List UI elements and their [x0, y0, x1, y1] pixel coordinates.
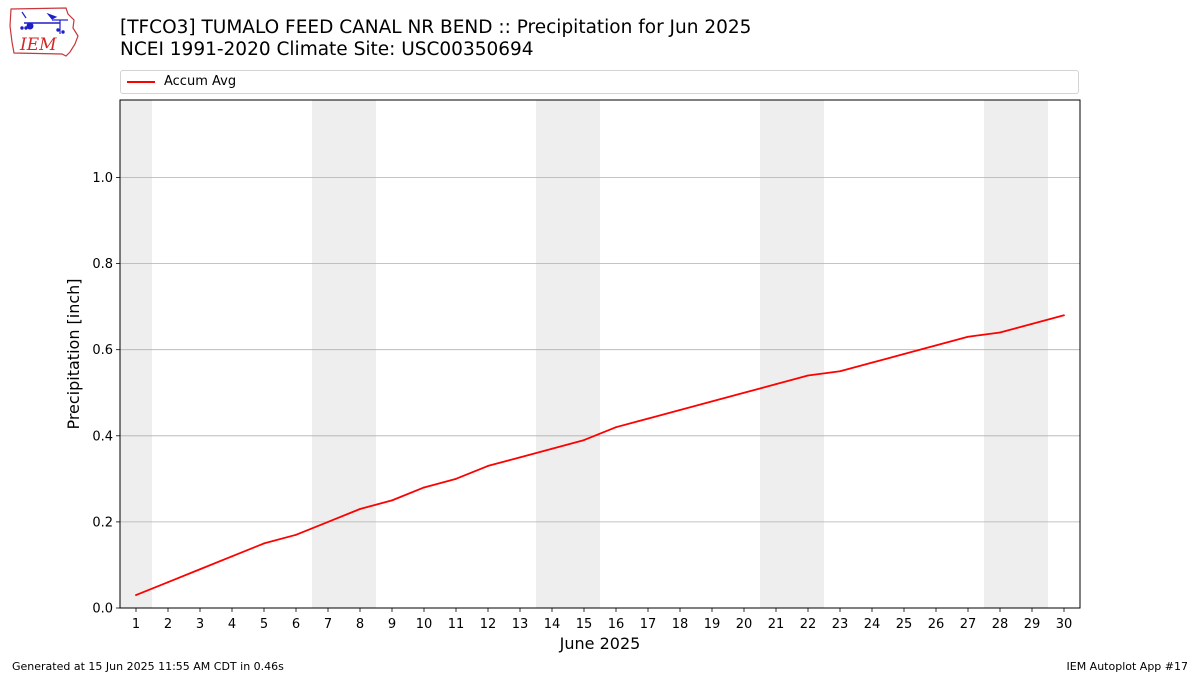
data-point [327, 520, 329, 523]
weather-symbol-icon [20, 11, 68, 34]
x-tick-label: 14 [544, 617, 561, 632]
legend-label: Accum Avg [164, 74, 237, 89]
weekend-shading [536, 100, 600, 608]
chart-subtitle: NCEI 1991-2020 Climate Site: USC00350694 [120, 39, 534, 60]
chart-title: [TFCO3] TUMALO FEED CANAL NR BEND :: Pre… [120, 17, 752, 38]
data-point [647, 417, 649, 420]
x-tick-label: 4 [228, 617, 236, 632]
x-tick-label: 2 [164, 617, 172, 632]
footer-app-id: IEM Autoplot App #17 [1066, 660, 1189, 673]
x-tick-label: 23 [832, 617, 849, 632]
data-point [199, 568, 201, 571]
legend-swatch [127, 81, 155, 83]
x-tick-label: 25 [896, 617, 913, 632]
data-point [263, 542, 265, 545]
x-tick-label: 15 [576, 617, 593, 632]
data-point [775, 383, 777, 386]
x-tick-label: 9 [388, 617, 396, 632]
x-tick-label: 7 [324, 617, 332, 632]
y-tick-label: 1.0 [92, 171, 113, 186]
chart-legend: Accum Avg [120, 70, 1079, 94]
x-tick-label: 28 [992, 617, 1009, 632]
x-tick-label: 18 [672, 617, 689, 632]
x-tick-label: 26 [928, 617, 945, 632]
data-point [455, 477, 457, 480]
y-tick-label: 0.8 [92, 257, 113, 272]
weekend-shading [984, 100, 1048, 608]
x-tick-label: 24 [864, 617, 881, 632]
series-line-accum-avg [135, 314, 1065, 596]
data-point [1031, 322, 1033, 325]
x-tick-label: 20 [736, 617, 753, 632]
x-tick-label: 1 [132, 617, 140, 632]
plot-frame [119, 99, 1081, 609]
weekend-shading [760, 100, 824, 608]
data-point [551, 447, 553, 450]
y-tick-label: 0.2 [92, 515, 113, 530]
x-tick-label: 10 [416, 617, 433, 632]
data-point [135, 594, 137, 596]
data-point [743, 391, 745, 394]
data-point [935, 344, 937, 347]
iem-logo: IEM [9, 7, 79, 57]
x-tick-label: 16 [608, 617, 625, 632]
data-point [391, 499, 393, 502]
weekend-shading [120, 100, 152, 608]
footer-generated: Generated at 15 Jun 2025 11:55 AM CDT in… [12, 660, 284, 673]
y-axis-label: Precipitation [inch] [64, 278, 83, 429]
x-tick-label: 19 [704, 617, 721, 632]
x-tick-label: 27 [960, 617, 977, 632]
x-tick-label: 30 [1056, 617, 1073, 632]
x-tick-label: 12 [480, 617, 497, 632]
x-tick-label: 8 [356, 617, 364, 632]
x-tick-label: 5 [260, 617, 268, 632]
x-tick-label: 21 [768, 617, 785, 632]
iowa-outline-icon [9, 7, 79, 57]
data-point [231, 555, 233, 558]
x-tick-label: 22 [800, 617, 817, 632]
data-point [839, 370, 841, 373]
data-point [359, 508, 361, 510]
data-point [871, 361, 873, 364]
data-point [295, 533, 297, 536]
x-tick-label: 6 [292, 617, 300, 632]
y-tick-label: 0.4 [92, 429, 113, 444]
data-point [807, 374, 809, 377]
data-point [999, 331, 1001, 334]
x-tick-label: 13 [512, 617, 529, 632]
data-point [167, 581, 169, 584]
x-tick-label: 29 [1024, 617, 1041, 632]
data-point [615, 426, 617, 429]
data-point [711, 400, 713, 403]
y-tick-label: 0.6 [92, 343, 113, 358]
logo-text: IEM [19, 35, 57, 55]
x-axis-label: June 2025 [559, 634, 641, 653]
x-tick-label: 3 [196, 617, 204, 632]
x-tick-label: 17 [640, 617, 657, 632]
y-tick-label: 0.0 [92, 602, 113, 617]
data-point [583, 439, 585, 442]
data-point [423, 486, 425, 489]
data-point [519, 456, 521, 459]
weekend-shading [312, 100, 376, 608]
x-tick-label: 11 [448, 617, 465, 632]
data-point [679, 409, 681, 411]
data-point [1063, 314, 1065, 317]
data-point [487, 465, 489, 467]
data-point [903, 353, 905, 355]
data-point [967, 335, 969, 338]
